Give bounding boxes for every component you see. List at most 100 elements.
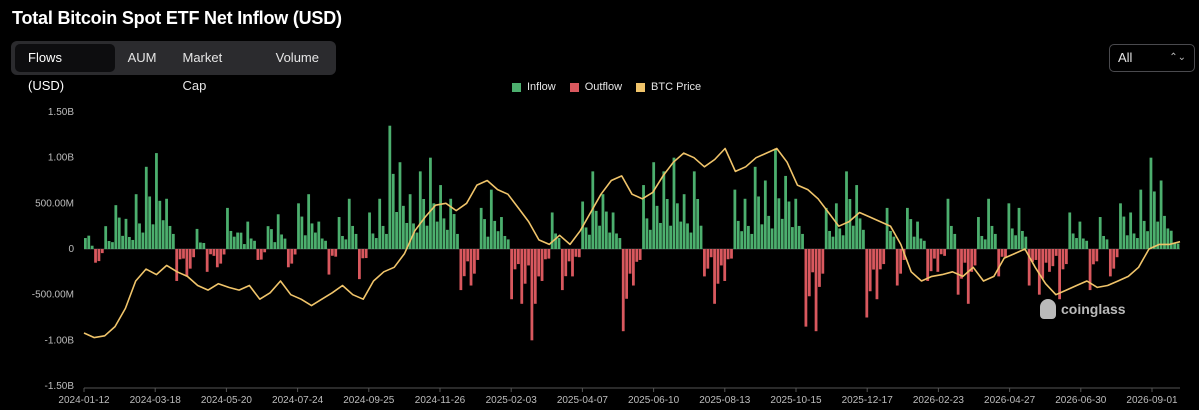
inflow-bar <box>1125 235 1129 249</box>
inflow-bar <box>889 230 892 249</box>
inflow-bar <box>598 225 601 249</box>
outflow-bar <box>178 249 182 260</box>
inflow-bar <box>1163 215 1166 249</box>
outflow-bar <box>1088 249 1092 291</box>
inflow-bar <box>127 236 131 249</box>
outflow-bar <box>713 249 716 304</box>
inflow-bar <box>151 224 155 249</box>
outflow-bar <box>970 249 974 272</box>
inflow-bar <box>391 173 395 249</box>
legend-item-btc-price[interactable]: BTC Price <box>636 81 701 93</box>
outflow-bar <box>330 249 334 256</box>
inflow-bar <box>381 225 385 249</box>
outflow-bar <box>1027 249 1031 286</box>
x-tick-label: 2025-08-13 <box>699 395 751 406</box>
inflow-bar <box>337 217 341 249</box>
inflow-bar <box>848 199 852 249</box>
inflow-bar <box>1169 230 1173 249</box>
inflow-bar <box>249 238 253 249</box>
inflow-bar <box>385 233 388 249</box>
outflow-bar <box>544 249 547 260</box>
inflow-bar <box>784 175 787 249</box>
outflow-bar <box>997 249 1001 277</box>
metric-tabs: Flows (USD) AUM Market Cap Volume <box>11 41 336 93</box>
tab-volume[interactable]: Volume <box>275 50 319 65</box>
outflow-bar <box>473 249 476 274</box>
inflow-bar <box>415 232 419 249</box>
outflow-bar <box>1048 249 1051 272</box>
inflow-bar <box>232 236 236 249</box>
inflow-bar <box>1068 212 1072 249</box>
inflow-bar <box>134 194 138 249</box>
outflow-bar <box>476 249 480 260</box>
outflow-bar <box>533 249 537 304</box>
inflow-bar <box>1139 189 1143 249</box>
outflow-bar <box>804 249 808 327</box>
inflow-bar <box>747 225 750 249</box>
outflow-bar <box>936 249 940 272</box>
outflow-bar <box>635 249 639 262</box>
inflow-bar <box>1098 217 1102 249</box>
y-tick-label: 1.50B <box>48 107 74 118</box>
inflow-bar <box>276 214 280 249</box>
outflow-bar <box>960 249 963 279</box>
outflow-bar <box>182 249 185 259</box>
inflow-bar <box>652 162 656 249</box>
y-tick-label: -1.50B <box>45 381 75 392</box>
inflow-bar <box>158 200 162 249</box>
inflow-bar <box>1071 233 1075 249</box>
x-tick-label: 2025-02-03 <box>486 395 538 406</box>
inflow-bar <box>916 221 919 249</box>
inflow-bar <box>753 166 757 249</box>
outflow-bar <box>872 249 875 270</box>
x-tick-label: 2026-09-01 <box>1126 395 1178 406</box>
outflow-bar <box>929 249 933 272</box>
coinglass-logo-icon <box>1040 299 1056 319</box>
legend-item-inflow[interactable]: Inflow <box>512 81 556 93</box>
legend-item-outflow[interactable]: Outflow <box>569 81 622 93</box>
inflow-bar <box>760 224 764 249</box>
inflow-bar <box>648 229 652 249</box>
inflow-bar <box>107 241 111 249</box>
outflow-bar <box>899 249 903 274</box>
outflow-bar <box>868 249 872 292</box>
outflow-bar <box>807 249 811 297</box>
inflow-bar <box>90 245 94 249</box>
inflow-bar <box>483 219 486 249</box>
range-select[interactable]: All ⌃⌄ <box>1109 44 1195 72</box>
outflow-bar <box>1034 249 1038 260</box>
outflow-bar <box>188 249 192 269</box>
inflow-bar <box>270 229 273 249</box>
outflow-bar <box>814 249 818 332</box>
tab-market-cap[interactable]: Market Cap <box>182 50 223 93</box>
x-tick-label: 2025-06-10 <box>628 395 680 406</box>
inflow-bar <box>266 226 270 249</box>
inflow-bar <box>828 230 831 249</box>
outflow-bar <box>513 249 517 270</box>
inflow-bar <box>202 242 206 249</box>
inflow-bar <box>862 229 865 249</box>
inflow-bar <box>696 199 700 249</box>
up-down-chevron-icon: ⌃⌄ <box>1169 52 1186 63</box>
outflow-bar <box>564 249 568 277</box>
x-tick-label: 2025-04-07 <box>557 395 609 406</box>
outflow-bar <box>547 249 551 259</box>
inflow-bar <box>993 233 997 249</box>
inflow-bar <box>770 228 774 249</box>
outflow-bar <box>286 249 290 268</box>
outflow-bar <box>1115 249 1119 258</box>
inflow-bar <box>659 222 662 249</box>
x-tick-label: 2024-03-18 <box>130 395 182 406</box>
inflow-bar <box>354 233 358 249</box>
outflow-bar <box>97 249 101 262</box>
inflow-bar <box>1021 230 1024 249</box>
inflow-bar <box>1007 203 1011 249</box>
tab-aum[interactable]: AUM <box>127 50 157 65</box>
inflow-bar <box>429 157 432 249</box>
inflow-bar <box>144 166 148 249</box>
tab-flows[interactable]: Flows (USD) <box>15 44 115 93</box>
inflow-bar <box>838 228 842 249</box>
outflow-bar <box>259 249 263 260</box>
watermark-text: coinglass <box>1061 301 1126 317</box>
inflow-bar <box>378 198 382 249</box>
